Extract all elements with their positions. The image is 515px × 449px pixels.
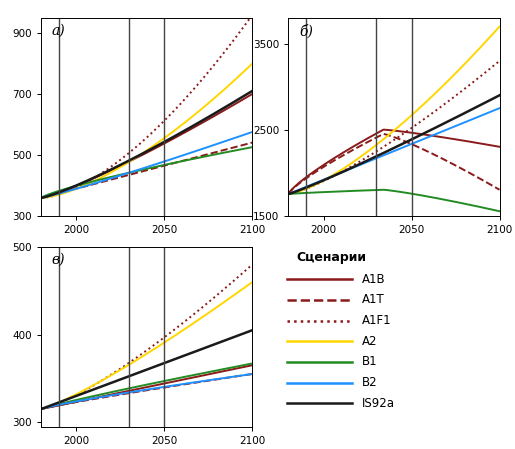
Text: B1: B1 — [362, 356, 377, 368]
Text: A1T: A1T — [362, 294, 384, 306]
Text: IS92a: IS92a — [362, 397, 394, 409]
Text: Сценарии: Сценарии — [297, 251, 367, 264]
Text: A1B: A1B — [362, 273, 385, 286]
Text: а): а) — [52, 24, 65, 38]
Text: в): в) — [52, 252, 65, 266]
Text: A2: A2 — [362, 335, 377, 348]
Text: A1F1: A1F1 — [362, 314, 391, 327]
Text: B2: B2 — [362, 376, 377, 389]
Text: б): б) — [299, 24, 313, 38]
